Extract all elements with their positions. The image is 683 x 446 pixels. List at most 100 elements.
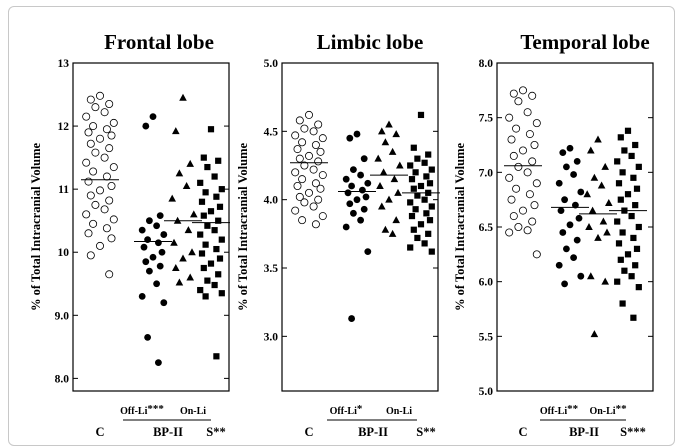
open-circle-point: [107, 131, 116, 140]
filled-circle-point: [577, 188, 585, 196]
open-circle-point: [89, 219, 98, 228]
square-point: [215, 217, 222, 224]
triangle-point: [175, 169, 184, 177]
square-point: [628, 152, 635, 160]
open-circle-point: [505, 173, 514, 182]
triangle-point: [379, 168, 388, 176]
open-circle-point: [293, 181, 302, 190]
open-circle-point: [525, 130, 534, 139]
square-point: [204, 163, 211, 171]
open-circle-point: [109, 215, 118, 224]
filled-circle-point: [348, 315, 355, 322]
square-point: [624, 251, 632, 258]
open-circle-point: [105, 270, 114, 279]
square-point: [633, 185, 641, 192]
open-circle-point: [304, 188, 313, 197]
y-tick-label: 5.0: [479, 386, 494, 398]
y-tick-label: 6.0: [479, 277, 494, 289]
triangle-point: [388, 147, 397, 155]
open-circle-point: [100, 205, 109, 214]
filled-circle-point: [559, 149, 567, 157]
plot-area: [72, 62, 230, 392]
filled-circle-point: [155, 239, 162, 247]
open-circle-point: [532, 250, 541, 259]
y-tick-label: 4.5: [264, 126, 279, 138]
open-circle-point: [532, 119, 541, 128]
triangle-point: [381, 138, 390, 146]
square-point: [197, 179, 204, 186]
filled-circle-point: [153, 222, 161, 230]
square-point: [617, 196, 624, 203]
triangle-point: [385, 120, 393, 128]
series-s: [609, 127, 647, 321]
square-point: [635, 284, 642, 291]
c-group-label: C: [304, 425, 313, 439]
triangle-point: [175, 278, 184, 286]
open-circle-point: [528, 91, 537, 100]
open-circle-point: [509, 212, 518, 221]
filled-circle-point: [573, 158, 581, 165]
filled-circle-point: [346, 134, 354, 142]
open-circle-point: [96, 91, 105, 100]
open-circle-point: [309, 165, 318, 174]
open-circle-point: [300, 124, 309, 133]
open-circle-point: [316, 147, 325, 156]
triangle-point: [599, 217, 608, 225]
open-circle-point: [298, 216, 307, 225]
y-axis-label: % of Total Intracranial Volume: [453, 143, 467, 312]
square-point: [632, 202, 639, 209]
triangle-point: [605, 198, 613, 206]
open-circle-point: [316, 184, 325, 193]
filled-circle-point: [153, 280, 161, 288]
y-tick-label: 3.5: [264, 263, 279, 275]
triangle-point: [179, 254, 187, 262]
filled-circle-point: [158, 248, 166, 256]
series-s: [402, 111, 440, 255]
open-circle-point: [509, 89, 518, 98]
square-point: [417, 111, 425, 119]
square-point: [614, 218, 621, 225]
square-point: [426, 180, 434, 187]
filled-circle-point: [146, 217, 153, 225]
c-group-label: C: [95, 425, 104, 439]
triangle-point: [585, 223, 593, 230]
off-li-label: Off-Li***: [120, 403, 164, 417]
square-point: [200, 154, 207, 161]
open-circle-point: [109, 118, 118, 127]
bp-ii-label: BP-II: [569, 425, 599, 439]
square-point: [628, 273, 635, 280]
open-circle-point: [105, 100, 114, 109]
off-li-significance: ***: [147, 403, 164, 415]
square-point: [421, 240, 428, 247]
off-li-significance: *: [357, 403, 363, 415]
triangle-point: [597, 181, 606, 189]
square-point: [423, 210, 430, 217]
c-group-label: C: [518, 425, 527, 439]
open-circle-point: [523, 108, 532, 117]
filled-circle-point: [348, 182, 355, 190]
filled-circle-point: [138, 226, 146, 234]
s-significance: **: [423, 425, 436, 439]
open-circle-point: [309, 202, 318, 211]
open-circle-point: [298, 138, 307, 147]
square-point: [617, 134, 624, 141]
square-point: [425, 230, 432, 237]
triangle-point: [381, 225, 390, 233]
open-circle-point: [86, 139, 95, 148]
open-circle-point: [89, 167, 98, 176]
open-circle-point: [84, 229, 93, 238]
filled-circle-point: [563, 163, 570, 171]
triangle-point: [601, 277, 609, 285]
open-circle-point: [505, 228, 514, 237]
triangle-point: [374, 154, 382, 162]
open-circle-point: [514, 222, 523, 231]
open-circle-point: [102, 172, 111, 181]
open-circle-point: [109, 163, 118, 172]
filled-circle-point: [342, 175, 350, 183]
y-axis-label: % of Total Intracranial Volume: [29, 143, 43, 312]
open-circle-point: [314, 157, 323, 166]
open-circle-point: [530, 201, 539, 210]
panel-frontal-lobe: Frontal lobe 8.0 9.0 10 11 12 13 % of Total Int…: [29, 30, 230, 439]
open-circle-point: [96, 186, 105, 195]
triangle-point: [583, 190, 591, 198]
